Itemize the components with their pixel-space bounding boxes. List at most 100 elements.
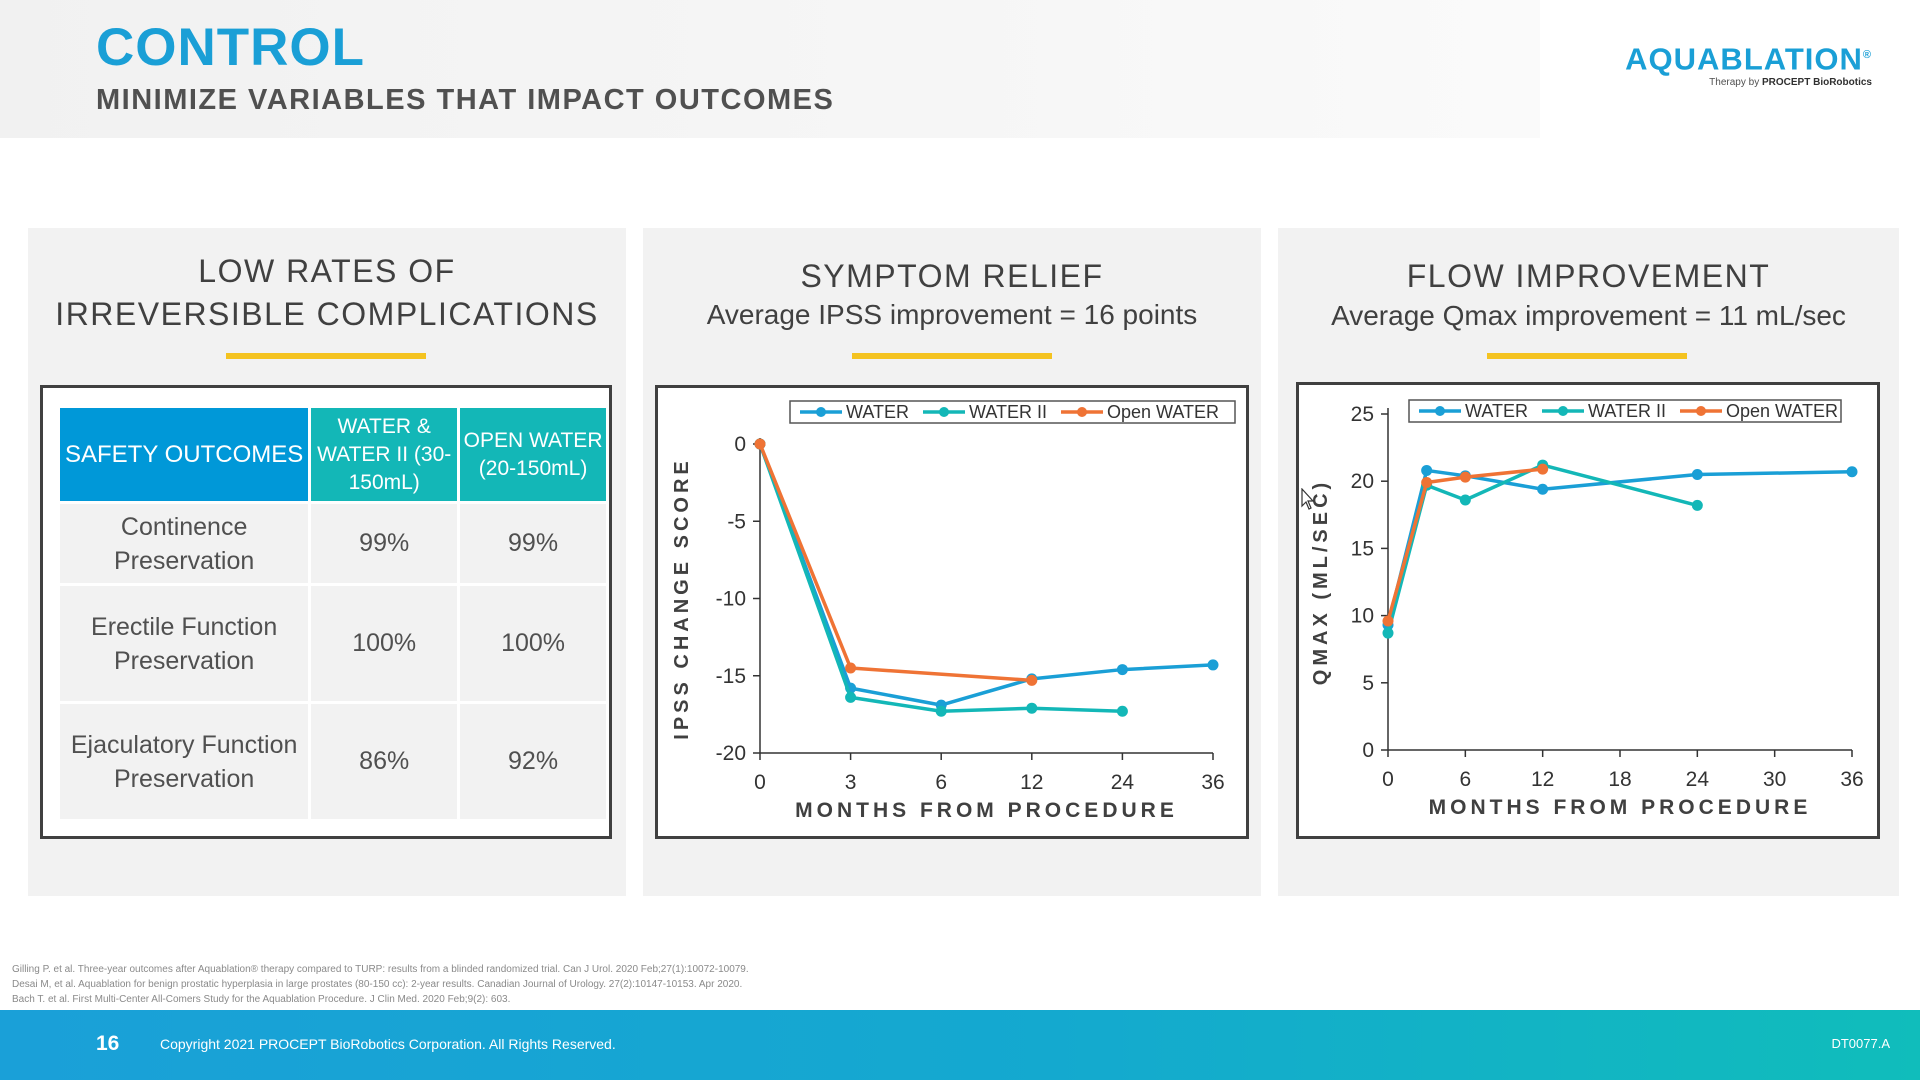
x-tick-label: 36	[1201, 771, 1224, 794]
row-label: Erectile Function Preservation	[60, 586, 309, 701]
safety-outcomes-table: SAFETY OUTCOMES WATER & WATER II (30-150…	[57, 405, 609, 822]
row-label: Continence Preservation	[60, 504, 309, 583]
logo-registered-mark: ®	[1862, 49, 1872, 61]
x-tick-label: 6	[1459, 768, 1471, 791]
table-row: Erectile Function Preservation 100% 100%	[60, 586, 606, 701]
symptom-title: SYMPTOM RELIEF	[800, 258, 1104, 294]
complications-title-line1: LOW RATES OF	[198, 253, 456, 289]
data-point	[1537, 483, 1549, 495]
y-tick-label: -20	[716, 742, 746, 765]
ipss-chart-frame: 0 -5 -10 -15 -20 0 3 6 12 24 36 MONTHS FROM PROCEDU…	[655, 385, 1249, 839]
symptom-subtitle-value: 16 points	[1083, 299, 1198, 330]
data-point	[1026, 702, 1038, 714]
y-tick-label: 25	[1351, 403, 1374, 426]
safety-table-frame: SAFETY OUTCOMES WATER & WATER II (30-150…	[40, 385, 612, 839]
x-tick-label: 24	[1111, 771, 1135, 794]
complications-accent-bar	[226, 353, 426, 359]
y-tick-label: 5	[1362, 672, 1374, 695]
legend-marker	[1077, 407, 1087, 417]
mouse-cursor-icon	[1301, 488, 1315, 510]
header-band	[0, 0, 1540, 138]
legend-marker	[1435, 406, 1445, 416]
y-tick-label: -10	[716, 588, 746, 611]
x-axis-label: MONTHS FROM PROCEDURE	[795, 799, 1178, 822]
complications-title-line2: IRREVERSIBLE COMPLICATIONS	[55, 296, 599, 332]
data-point	[1207, 659, 1219, 671]
row-water-value: 99%	[311, 504, 458, 583]
data-point	[1382, 615, 1394, 627]
row-water-value: 100%	[311, 586, 458, 701]
y-tick-label: -15	[716, 665, 746, 688]
legend-marker	[939, 407, 949, 417]
legend-box	[789, 400, 1236, 424]
data-point	[1537, 463, 1549, 475]
x-tick-label: 18	[1608, 768, 1631, 791]
data-point	[845, 691, 857, 703]
series-line	[758, 443, 1214, 707]
data-point	[1116, 705, 1128, 717]
data-point	[1026, 674, 1038, 686]
flow-title: FLOW IMPROVEMENT	[1406, 258, 1771, 294]
logo-tagline-prefix: Therapy by	[1709, 77, 1760, 89]
data-point	[1691, 468, 1703, 480]
y-tick-label: 10	[1351, 605, 1374, 628]
row-label: Ejaculatory Function Preservation	[60, 704, 309, 819]
series-line	[1386, 467, 1543, 622]
reference-item: Bach T. et al. First Multi-Center All-Co…	[12, 994, 511, 1005]
qmax-chart-frame: 0 5 10 15 20 25 0 6 12 18 24 30 36 MONTHS FROM PROCED…	[1296, 382, 1880, 839]
row-open-water-value: 100%	[460, 586, 606, 701]
data-point	[1691, 499, 1703, 511]
y-tick-label: -5	[727, 510, 746, 533]
table-row: Continence Preservation 99% 99%	[60, 504, 606, 583]
page-number: 16	[96, 1032, 120, 1055]
x-tick-label: 12	[1020, 771, 1043, 794]
copyright-text: Copyright 2021 PROCEPT BioRobotics Corpo…	[160, 1036, 616, 1052]
y-tick-label: 15	[1351, 537, 1374, 560]
logo-text: AQUABLATION	[1625, 41, 1863, 77]
row-water-value: 86%	[311, 704, 458, 819]
reference-item: Gilling P. et al. Three-year outcomes af…	[12, 964, 749, 975]
row-open-water-value: 99%	[460, 504, 606, 583]
data-point	[1421, 464, 1433, 476]
y-tick-label: 20	[1351, 470, 1374, 493]
table-row: Ejaculatory Function Preservation 86% 92…	[60, 704, 606, 819]
legend-marker	[1696, 406, 1706, 416]
data-point	[1116, 664, 1128, 676]
data-point	[1459, 494, 1471, 506]
data-point	[754, 438, 766, 450]
row-open-water-value: 92%	[460, 704, 606, 819]
legend-box	[1408, 399, 1842, 423]
data-point	[1459, 471, 1471, 483]
series-line	[1386, 468, 1853, 626]
flow-subtitle-prefix: Average Qmax improvement =	[1331, 300, 1719, 331]
table-header-row: SAFETY OUTCOMES WATER & WATER II (30-150…	[60, 408, 606, 501]
x-tick-label: 6	[935, 771, 947, 794]
header-open-water: OPEN WATER (20-150mL)	[460, 408, 606, 501]
logo-wordmark: AQUABLATION®	[1620, 38, 1872, 76]
qmax-chart: 0 5 10 15 20 25 0 6 12 18 24 30 36 MONTHS FROM PROCED…	[1310, 399, 1864, 819]
page-subtitle: MINIMIZE VARIABLES THAT IMPACT OUTCOMES	[96, 84, 835, 116]
symptom-panel: SYMPTOM RELIEF Average IPSS improvement …	[643, 228, 1261, 896]
document-code: DT0077.A	[1831, 1036, 1890, 1051]
legend-label: WATER	[1465, 401, 1528, 421]
legend-marker	[1558, 406, 1568, 416]
symptom-subtitle-prefix: Average IPSS improvement =	[706, 299, 1084, 330]
y-axis-label: IPSS CHANGE SCORE	[671, 457, 693, 739]
data-point	[845, 662, 857, 674]
x-axis-label: MONTHS FROM PROCEDURE	[1429, 796, 1812, 819]
legend-label: Open WATER	[1726, 401, 1838, 421]
flow-subtitle: Average Qmax improvement = 11 mL/sec	[1278, 298, 1899, 334]
x-tick-label: 12	[1531, 768, 1554, 791]
x-tick-label: 3	[845, 771, 857, 794]
page-title: CONTROL	[96, 18, 366, 77]
legend-marker	[816, 407, 826, 417]
flow-accent-bar	[1487, 353, 1687, 359]
symptom-accent-bar	[852, 353, 1052, 359]
references: Gilling P. et al. Three-year outcomes af…	[12, 962, 749, 1007]
symptom-subtitle: Average IPSS improvement = 16 points	[643, 297, 1261, 333]
legend-label: WATER II	[1588, 401, 1666, 421]
x-tick-label: 30	[1763, 768, 1786, 791]
aquablation-logo: AQUABLATION® Therapy by PROCEPT BioRobot…	[1620, 38, 1872, 90]
legend-label: WATER II	[969, 402, 1047, 422]
logo-tagline-brand: PROCEPT BioRobotics	[1761, 77, 1872, 89]
